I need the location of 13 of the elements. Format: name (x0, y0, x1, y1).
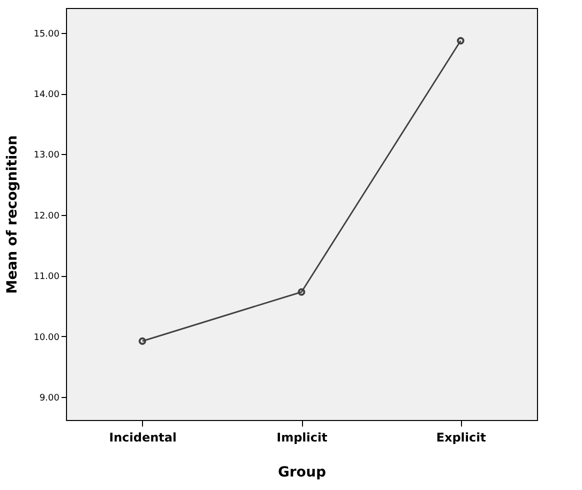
y-tick-label: 11.00 (34, 272, 60, 282)
y-tick-label: 10.00 (34, 332, 60, 343)
y-tick-label: 12.00 (34, 211, 60, 222)
y-tick-label: 15.00 (34, 29, 60, 40)
x-tick-label: Implicit (276, 430, 328, 444)
y-tick-label: 14.00 (34, 90, 60, 100)
x-tick-label: Explicit (436, 430, 486, 444)
y-tick-label: 9.00 (39, 393, 60, 404)
y-axis-title: Mean of recognition (4, 135, 21, 294)
x-tick-label: Incidental (109, 430, 177, 444)
point (298, 288, 306, 296)
x-axis-title: Group (278, 464, 326, 480)
y-tick-label: 13.00 (34, 150, 60, 161)
